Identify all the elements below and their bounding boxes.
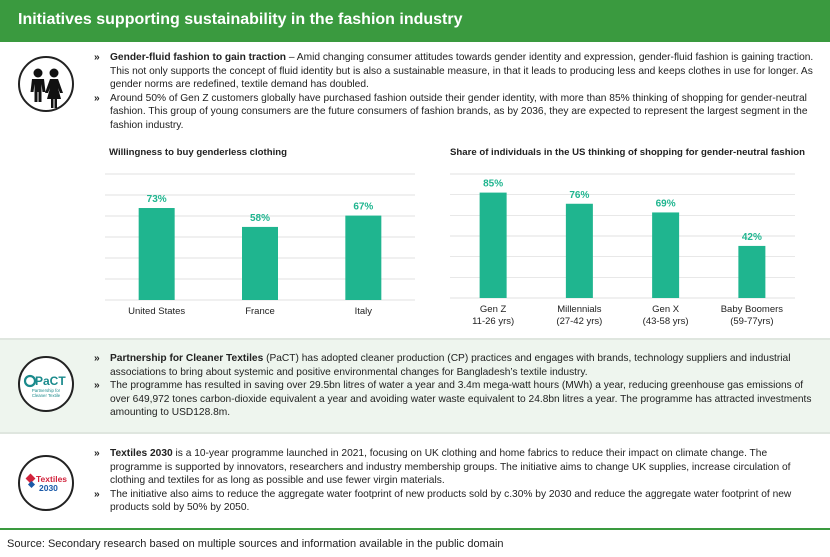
data-label: 58%	[250, 213, 270, 224]
bullet-text: – Amid changing consumer attitudes towar…	[110, 52, 814, 91]
bar	[652, 212, 680, 298]
category-label: Gen X	[652, 304, 680, 315]
bullet-heading: Partnership for Cleaner Textiles	[110, 353, 264, 364]
bullet-text: The initiative also aims to reduce the a…	[110, 488, 792, 514]
chart1-title: Willingness to buy genderless clothing	[109, 147, 287, 158]
data-label: 69%	[656, 198, 676, 209]
chart2-svg: 85% Gen Z11-26 yrs) 76% Millennials(27-42 y…	[450, 173, 795, 327]
double-chevron-icon: »	[94, 488, 100, 500]
bullet-text: is a 10-year programme launched in 2021,…	[110, 448, 791, 487]
section-textiles-2030	[0, 434, 830, 528]
textiles-diamond-icon	[27, 480, 36, 489]
section-pact	[0, 340, 830, 432]
bullet-text: Around 50% of Gen Z customers globally h…	[110, 92, 808, 131]
data-label: 67%	[353, 202, 373, 213]
pact-logo-line1: Partnership for	[32, 388, 61, 393]
double-chevron-icon: »	[94, 52, 100, 63]
textiles-logo-line1: Textiles	[36, 474, 67, 484]
bar	[242, 226, 278, 300]
bar	[345, 215, 382, 300]
double-chevron-icon: »	[94, 380, 100, 392]
footer-rule	[0, 528, 830, 530]
bar	[479, 192, 507, 298]
section-gender-fluid	[0, 42, 830, 338]
category-label: France	[245, 306, 275, 317]
source-note: Source: Secondary research based on mult…	[7, 538, 504, 550]
pact-ring-icon	[23, 374, 37, 388]
bar	[565, 203, 593, 298]
data-label: 76%	[569, 190, 589, 201]
double-chevron-icon: »	[94, 353, 100, 364]
pact-logo: PaCT Partnership for Cleaner Textile	[18, 356, 74, 412]
category-label: Gen Z	[480, 304, 507, 315]
category-sublabel: (43-58 yrs)	[643, 316, 689, 327]
bullet-item: » The programme has resulted in saving o…	[94, 379, 820, 420]
section2-bullets: » Partnership for Cleaner Textiles (PaCT…	[94, 352, 820, 420]
data-label: 85%	[483, 179, 503, 190]
category-label: Baby Boomers	[721, 304, 784, 315]
bar	[738, 245, 766, 298]
category-label: Millennials	[557, 304, 602, 315]
bullet-heading: Textiles 2030	[110, 448, 173, 459]
bar	[138, 208, 175, 300]
bullet-text: The programme has resulted in saving ove…	[110, 380, 812, 419]
people-icon	[18, 56, 74, 112]
category-sublabel: (59-77yrs)	[730, 316, 773, 327]
pact-logo-line2: Cleaner Textile	[32, 393, 61, 398]
divider	[0, 432, 830, 434]
page-title: Initiatives supporting sustainability in…	[18, 11, 463, 28]
category-label: United States	[128, 306, 185, 317]
divider	[0, 338, 830, 340]
textiles-2030-logo: Textiles 2030	[18, 455, 74, 511]
double-chevron-icon: »	[94, 448, 100, 459]
category-label: Italy	[355, 306, 373, 317]
section1-bullets: » Gender-fluid fashion to gain traction …	[94, 51, 820, 133]
section3-bullets: » Textiles 2030 is a 10-year programme l…	[94, 447, 820, 515]
bullet-item: » Around 50% of Gen Z customers globally…	[94, 92, 820, 133]
category-sublabel: (27-42 yrs)	[556, 316, 602, 327]
category-sublabel: 11-26 yrs)	[472, 316, 514, 327]
bullet-item: » Partnership for Cleaner Textiles (PaCT…	[94, 352, 820, 379]
bullet-text: (PaCT) has adopted cleaner production (C…	[110, 353, 791, 378]
bullet-heading: Gender-fluid fashion to gain traction	[110, 52, 287, 63]
textiles-logo-line2: 2030	[39, 483, 58, 493]
header-bar: Initiatives supporting sustainability in…	[0, 0, 830, 42]
data-label: 42%	[742, 232, 762, 243]
bullet-item: » The initiative also aims to reduce the…	[94, 488, 820, 515]
chart2-title: Share of individuals in the US thinking …	[450, 147, 805, 158]
pact-logo-name: PaCT	[35, 374, 66, 388]
chart1-svg: 73% United States 58% France 67% Italy	[105, 173, 415, 317]
bullet-item: » Textiles 2030 is a 10-year programme l…	[94, 447, 820, 488]
double-chevron-icon: »	[94, 92, 100, 104]
data-label: 73%	[147, 194, 167, 205]
bullet-item: » Gender-fluid fashion to gain traction …	[94, 51, 820, 92]
